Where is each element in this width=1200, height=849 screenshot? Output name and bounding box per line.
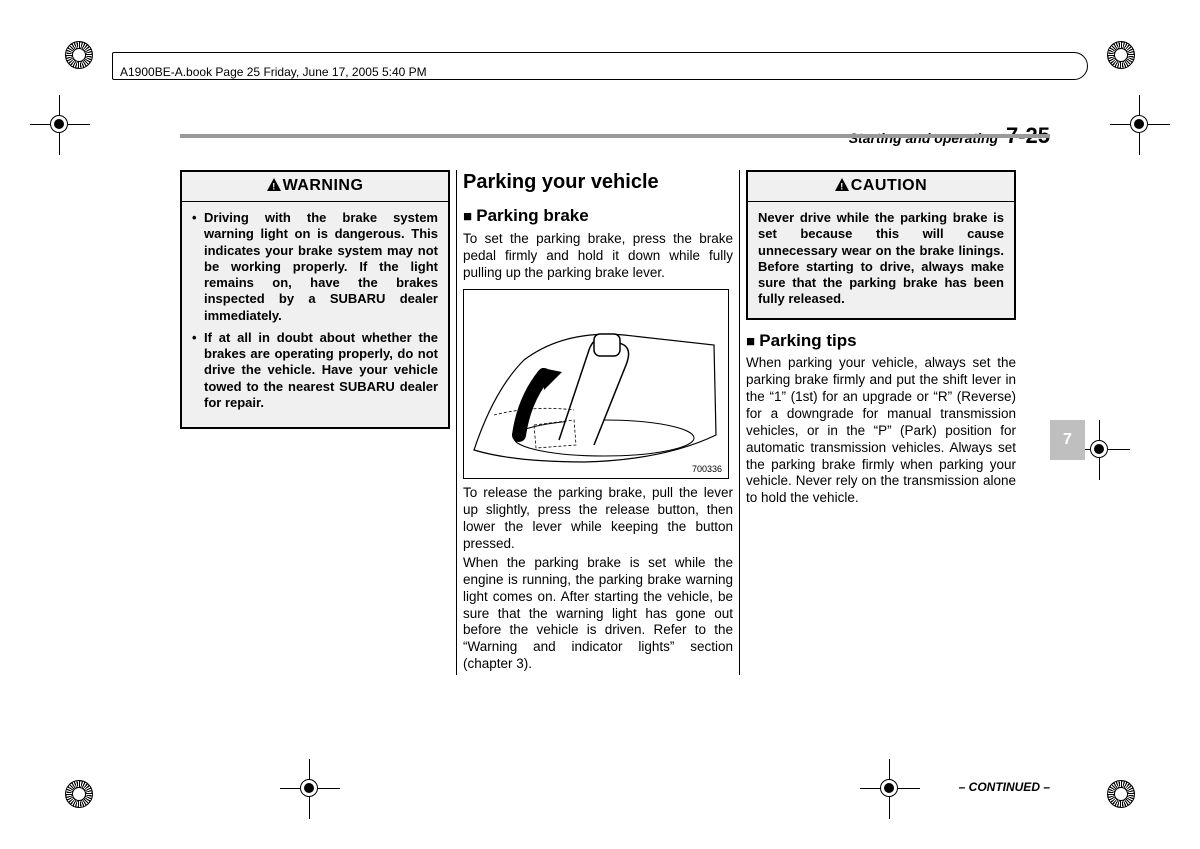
continued-label: – CONTINUED – xyxy=(959,780,1050,794)
parking-brake-illustration xyxy=(464,290,728,478)
reg-mark-tl xyxy=(30,95,90,155)
warning-box: ! WARNING Driving with the brake system … xyxy=(180,170,450,429)
warning-item: If at all in doubt about whether the bra… xyxy=(192,330,438,411)
caution-icon: ! xyxy=(835,177,849,197)
body-text: When parking your vehicle, always set th… xyxy=(746,355,1016,507)
header-rule xyxy=(180,134,1050,138)
reg-mark-br xyxy=(860,759,920,819)
subsection-heading: Parking brake xyxy=(463,205,733,227)
crop-mark-tl xyxy=(62,38,96,72)
header-stamp: A1900BE-A.book Page 25 Friday, June 17, … xyxy=(120,65,1080,79)
caution-heading: ! CAUTION xyxy=(748,172,1014,202)
column-2: Parking your vehicle Parking brake To se… xyxy=(463,170,733,675)
warning-heading: ! WARNING xyxy=(182,172,448,202)
svg-text:!: ! xyxy=(840,182,844,192)
subsection-heading: Parking tips xyxy=(746,330,1016,352)
reg-mark-bl xyxy=(280,759,340,819)
chapter-tab: 7 xyxy=(1050,420,1085,460)
column-divider xyxy=(739,170,740,675)
caution-box: ! CAUTION Never drive while the parking … xyxy=(746,170,1016,320)
caution-body: Never drive while the parking brake is s… xyxy=(748,202,1014,318)
body-text: To release the parking brake, pull the l… xyxy=(463,485,733,553)
caution-title: CAUTION xyxy=(851,177,927,194)
reg-mark-tr xyxy=(1110,95,1170,155)
svg-text:!: ! xyxy=(272,182,276,192)
section-heading: Parking your vehicle xyxy=(463,170,733,195)
content-columns: ! WARNING Driving with the brake system … xyxy=(180,170,1050,675)
body-text: To set the parking brake, press the brak… xyxy=(463,231,733,282)
column-1: ! WARNING Driving with the brake system … xyxy=(180,170,450,675)
crop-mark-bl xyxy=(62,777,96,811)
warning-icon: ! xyxy=(267,177,281,197)
warning-item: Driving with the brake system warning li… xyxy=(192,210,438,324)
crop-mark-br xyxy=(1104,777,1138,811)
warning-title: WARNING xyxy=(283,177,364,194)
section-name: Starting and operating xyxy=(849,130,998,146)
parking-brake-figure: 700336 xyxy=(463,289,729,479)
body-text: When the parking brake is set while the … xyxy=(463,555,733,673)
figure-id: 700336 xyxy=(692,464,722,475)
column-3: ! CAUTION Never drive while the parking … xyxy=(746,170,1016,675)
crop-mark-tr xyxy=(1104,38,1138,72)
column-divider xyxy=(456,170,457,675)
warning-body: Driving with the brake system warning li… xyxy=(182,202,448,427)
